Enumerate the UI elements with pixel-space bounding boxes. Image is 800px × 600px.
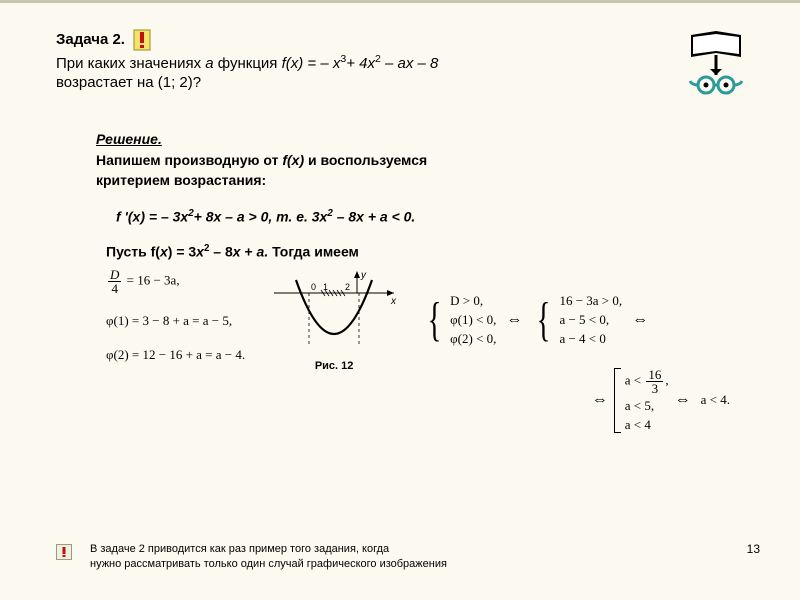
sys-row: 16 − 3a > 0,: [559, 293, 622, 309]
txt: а.: [257, 244, 269, 260]
txt: ) = 3: [168, 244, 196, 260]
iff-icon: ⇔: [592, 391, 608, 409]
sys-row: a < 163,: [625, 368, 669, 395]
sys-row: a − 4 < 0: [559, 331, 622, 347]
iff-icon: ⇔: [506, 311, 522, 329]
left-brace-icon: {: [537, 298, 551, 341]
frac-den: 3: [650, 382, 661, 395]
solution-heading: Решение.: [96, 131, 760, 147]
svg-text:0: 0: [311, 282, 316, 292]
sys-row: a < 5,: [625, 398, 669, 414]
let-line: Пусть f(x) = 3x2 – 8x + а. Тогда имеем: [106, 243, 760, 260]
graph-caption: Рис. 12: [315, 360, 354, 372]
systems-block: { D > 0, φ(1) < 0, φ(2) < 0, ⇔ { 16 − 3a…: [423, 293, 654, 347]
txt: f '(x) = – 3x: [116, 209, 188, 225]
iff-icon: ⇔: [632, 311, 648, 329]
frac-num: D: [108, 268, 121, 282]
txt: а: [205, 55, 213, 72]
txt: функция: [214, 55, 282, 72]
footer-bullet-icon: [56, 544, 72, 560]
txt: = 16 − 3a,: [123, 272, 179, 287]
eq-discriminant: D4 = 16 − 3a,: [106, 268, 245, 295]
problem-title: Задача 2.: [56, 31, 125, 48]
sys-row: a − 5 < 0,: [559, 312, 622, 328]
system-2: 16 − 3a > 0, a − 5 < 0, a − 4 < 0: [559, 293, 622, 347]
frac-den: 4: [109, 282, 120, 295]
txt: – 8x + a < 0.: [333, 209, 416, 225]
txt: a <: [625, 372, 641, 387]
footer: В задаче 2 приводится как раз пример тог…: [56, 542, 760, 572]
txt: – ах – 8: [381, 55, 439, 72]
txt: критерием возрастания:: [96, 172, 266, 188]
answer-row: ⇔ a < 163, a < 5, a < 4 ⇔ a < 4.: [56, 368, 730, 433]
equations-column: D4 = 16 − 3a, φ(1) = 3 − 8 + a = a − 5, …: [106, 268, 245, 363]
sys-row: φ(2) < 0,: [450, 331, 496, 347]
iff-icon: ⇔: [675, 391, 691, 409]
problem-line-1: При каких значениях а функция f(x) = – x…: [56, 53, 760, 72]
sys-row: D > 0,: [450, 293, 496, 309]
eq-phi2: φ(2) = 12 − 16 + a = a − 4.: [106, 347, 245, 363]
txt: +: [241, 244, 257, 260]
svg-text:x: x: [390, 296, 397, 307]
problem-line-2: возрастает на (1; 2)?: [56, 74, 760, 91]
txt: В задаче 2 приводится как раз пример тог…: [90, 543, 389, 555]
slide: Задача 2. При каких значениях а функция …: [0, 0, 800, 600]
txt: f(x) = – x: [282, 55, 341, 72]
reading-icon: [676, 27, 756, 110]
txt: – 8: [209, 244, 232, 260]
solution-p1: Напишем производную от f(x) и воспользуе…: [96, 151, 760, 190]
sys-row: a < 4: [625, 417, 669, 433]
frac-num: 16: [646, 368, 663, 382]
page-number: 13: [747, 542, 760, 556]
txt: f(x): [282, 152, 304, 168]
system-3: ⇔ a < 163, a < 5, a < 4 ⇔ a < 4.: [586, 368, 730, 433]
svg-text:2: 2: [345, 282, 350, 292]
txt: Тогда имеем: [268, 244, 359, 260]
square-bracket-icon: [614, 368, 621, 433]
txt: При каких значениях: [56, 55, 205, 72]
exclamation-icon: [133, 31, 151, 49]
txt: + 8x – a > 0, т. е. 3x: [194, 209, 328, 225]
graph-column: x y 0 1 2 Рис. 12: [269, 268, 399, 372]
footer-note: В задаче 2 приводится как раз пример тог…: [90, 542, 447, 572]
txt: и воспользуемся: [304, 152, 427, 168]
txt: нужно рассматривать только один случай г…: [90, 558, 447, 570]
txt: + 4x: [346, 55, 375, 72]
left-brace-icon: {: [428, 298, 442, 341]
system-1: D > 0, φ(1) < 0, φ(2) < 0,: [450, 293, 496, 347]
math-block: D4 = 16 − 3a, φ(1) = 3 − 8 + a = a − 5, …: [106, 268, 760, 372]
final-answer: a < 4.: [701, 392, 730, 408]
txt: x: [160, 244, 168, 260]
eq-phi1: φ(1) = 3 − 8 + a = a − 5,: [106, 313, 245, 329]
svg-text:y: y: [360, 270, 367, 281]
sys-row: φ(1) < 0,: [450, 312, 496, 328]
txt: Напишем производную от: [96, 152, 282, 168]
derivative-line: f '(x) = – 3x2+ 8x – a > 0, т. е. 3x2 – …: [116, 208, 760, 225]
parabola-graph: x y 0 1 2: [269, 268, 399, 358]
svg-text:1: 1: [323, 282, 328, 292]
txt: Пусть f(: [106, 244, 160, 260]
